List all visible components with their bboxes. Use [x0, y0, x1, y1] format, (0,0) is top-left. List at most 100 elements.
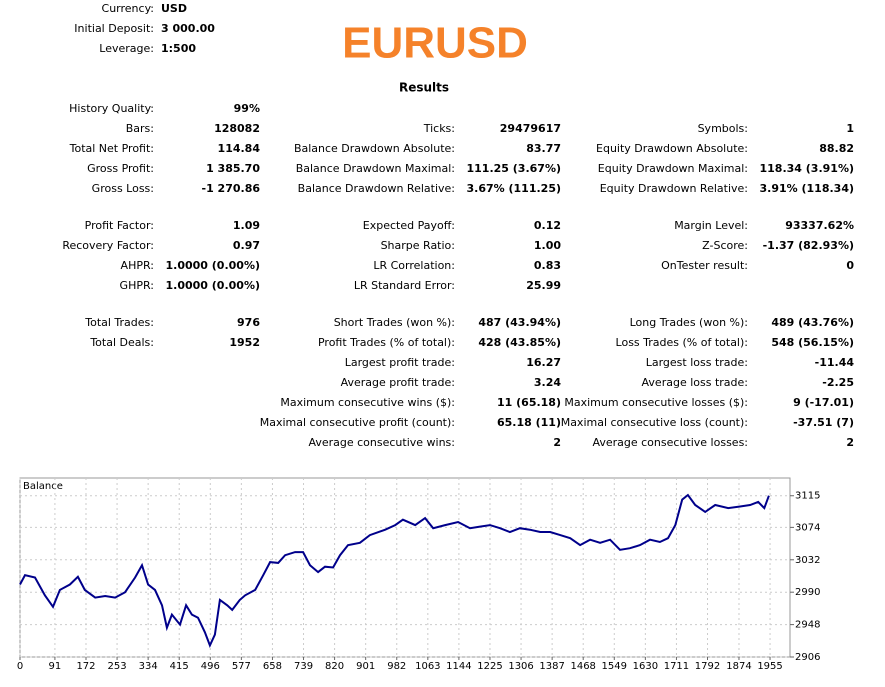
- stat-value: 0.83: [534, 259, 561, 272]
- x-tick-label: 1225: [477, 661, 502, 672]
- stat-label: Largest loss trade:: [646, 356, 748, 369]
- stat-value: 3.91% (118.34): [760, 182, 855, 195]
- y-tick-label: 2990: [795, 587, 820, 598]
- stat-label: Loss Trades (% of total):: [616, 336, 748, 349]
- stat-value: -37.51 (7): [793, 416, 854, 429]
- stat-label: Balance Drawdown Relative:: [298, 182, 455, 195]
- stat-label: Recovery Factor:: [62, 239, 154, 252]
- stat-value: 1 385.70: [206, 162, 260, 175]
- stat-label: Sharpe Ratio:: [381, 239, 455, 252]
- stat-value: 99%: [234, 102, 260, 115]
- stat-label: Short Trades (won %):: [334, 316, 455, 329]
- stat-label: Largest profit trade:: [345, 356, 455, 369]
- x-tick-label: 820: [325, 661, 344, 672]
- stat-value: 29479617: [500, 122, 561, 135]
- x-tick-label: 982: [387, 661, 406, 672]
- stat-label: Gross Profit:: [87, 162, 154, 175]
- stat-label: GHPR:: [120, 279, 154, 292]
- x-tick-label: 0: [17, 661, 23, 672]
- stat-label: Maximal consecutive loss (count):: [561, 416, 748, 429]
- stat-label: Ticks:: [423, 122, 455, 135]
- symbol-title: EURUSD: [342, 19, 528, 68]
- stat-value: 1952: [229, 336, 260, 349]
- stat-value: 1.00: [534, 239, 561, 252]
- stat-label: AHPR:: [121, 259, 154, 272]
- x-tick-label: 253: [108, 661, 127, 672]
- stat-value: 2: [846, 436, 854, 449]
- stat-value: 128082: [214, 122, 260, 135]
- stat-value: -1.37 (82.93%): [763, 239, 854, 252]
- stat-label: Average consecutive losses:: [592, 436, 748, 449]
- field-label: Initial Deposit:: [74, 22, 154, 35]
- stat-value: 16.27: [526, 356, 561, 369]
- stat-value: 976: [237, 316, 260, 329]
- x-tick-label: 1955: [757, 661, 782, 672]
- stat-value: 428 (43.85%): [478, 336, 561, 349]
- x-tick-label: 1711: [664, 661, 689, 672]
- stat-label: History Quality:: [69, 102, 154, 115]
- stat-label: Gross Loss:: [92, 182, 154, 195]
- x-tick-label: 1792: [695, 661, 720, 672]
- stat-value: 114.84: [218, 142, 261, 155]
- stat-value: 1.09: [233, 219, 260, 232]
- stat-value: 9 (-17.01): [793, 396, 854, 409]
- x-tick-label: 334: [139, 661, 158, 672]
- x-tick-label: 1306: [508, 661, 533, 672]
- chart-frame: [19, 477, 791, 658]
- chart-title: Balance: [23, 481, 63, 492]
- stat-value: 1.0000 (0.00%): [166, 259, 261, 272]
- field-label: Currency:: [102, 2, 154, 15]
- stat-value: 88.82: [819, 142, 854, 155]
- stat-value: 487 (43.94%): [478, 316, 561, 329]
- x-tick-label: 1063: [415, 661, 440, 672]
- x-tick-label: 415: [170, 661, 189, 672]
- stat-label: Average consecutive wins:: [308, 436, 455, 449]
- x-tick-label: 1874: [726, 661, 751, 672]
- field-value: 1:500: [161, 42, 196, 55]
- stat-label: Total Net Profit:: [69, 142, 154, 155]
- results-title: Results: [399, 81, 449, 95]
- stat-label: Maximum consecutive losses ($):: [564, 396, 748, 409]
- x-tick-label: 658: [263, 661, 282, 672]
- stat-value: 93337.62%: [785, 219, 854, 232]
- y-tick-label: 3032: [795, 555, 820, 566]
- stat-value: 548 (56.15%): [771, 336, 854, 349]
- stat-value: 3.67% (111.25): [467, 182, 562, 195]
- stat-value: 0: [846, 259, 854, 272]
- stat-label: Long Trades (won %):: [630, 316, 748, 329]
- stat-label: Total Deals:: [89, 336, 154, 349]
- stat-label: Equity Drawdown Maximal:: [598, 162, 748, 175]
- x-tick-label: 901: [356, 661, 375, 672]
- stat-label: Profit Trades (% of total):: [318, 336, 455, 349]
- stat-label: Balance Drawdown Absolute:: [294, 142, 455, 155]
- field-label: Leverage:: [99, 42, 154, 55]
- x-tick-label: 1630: [633, 661, 658, 672]
- stat-label: Symbols:: [698, 122, 748, 135]
- balance-line: [19, 493, 770, 648]
- y-tick-label: 3074: [795, 522, 820, 533]
- stat-label: Maximum consecutive wins ($):: [280, 396, 455, 409]
- stat-label: OnTester result:: [661, 259, 748, 272]
- stat-value: 1.0000 (0.00%): [166, 279, 261, 292]
- field-value: USD: [161, 2, 187, 15]
- stat-value: 3.24: [534, 376, 561, 389]
- stat-value: 111.25 (3.67%): [467, 162, 562, 175]
- stat-value: -1 270.86: [202, 182, 261, 195]
- stat-label: Bars:: [126, 122, 154, 135]
- stat-value: 1: [846, 122, 854, 135]
- stat-label: Equity Drawdown Absolute:: [596, 142, 748, 155]
- x-tick-label: 172: [76, 661, 95, 672]
- stat-value: 2: [553, 436, 561, 449]
- stat-label: Equity Drawdown Relative:: [600, 182, 748, 195]
- stat-value: 65.18 (11): [497, 416, 561, 429]
- stat-label: LR Standard Error:: [354, 279, 455, 292]
- x-tick-label: 1549: [602, 661, 627, 672]
- stat-label: Profit Factor:: [85, 219, 154, 232]
- x-tick-label: 91: [49, 661, 62, 672]
- stat-label: Average profit trade:: [341, 376, 455, 389]
- stat-value: -11.44: [815, 356, 855, 369]
- stat-label: LR Correlation:: [373, 259, 455, 272]
- x-tick-label: 1387: [539, 661, 564, 672]
